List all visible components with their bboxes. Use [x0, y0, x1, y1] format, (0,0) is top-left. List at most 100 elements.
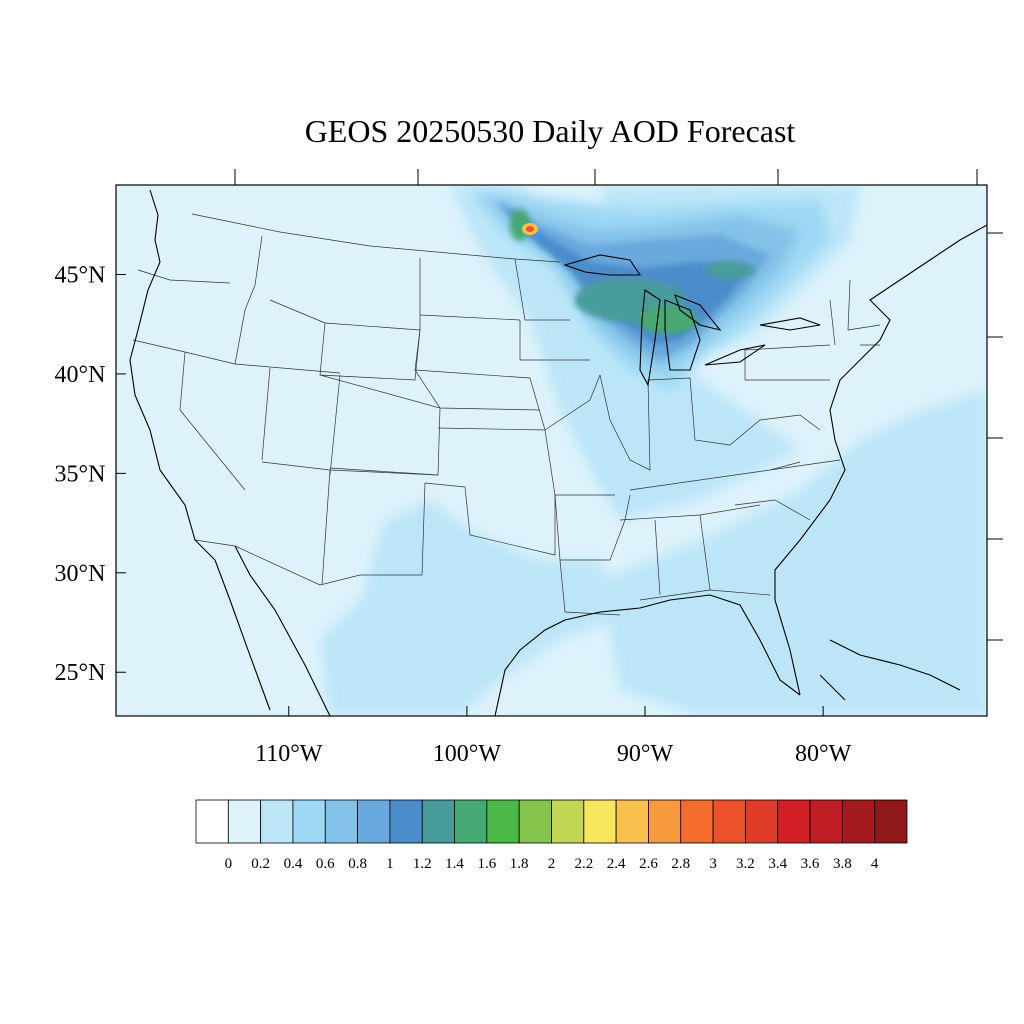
- mn-east-border: [514, 258, 570, 321]
- colorbar-label: 0.4: [284, 856, 303, 872]
- northern-border: [191, 213, 561, 263]
- colorbar: 0 0.2 0.4 0.6 0.8 1 1.2 1.4 1.6 1.8 2 2.2 2.4 2.6 2.8 3…: [195, 799, 908, 872]
- colorbar-label: 3.6: [801, 856, 820, 872]
- colorbar-label: 1.8: [510, 856, 529, 872]
- colorbar-label: 3: [709, 856, 717, 872]
- ks-ok-border: [437, 427, 546, 431]
- coastlines: [129, 189, 987, 716]
- nd-sd-border: [419, 314, 521, 321]
- colorbar-swatch: [389, 799, 423, 844]
- colorbar-label: 0: [225, 856, 233, 872]
- al-ga-border: [699, 514, 711, 591]
- lat-tick-label: 40°N: [55, 362, 106, 388]
- colorbar-label: 1: [386, 856, 394, 872]
- la-border: [559, 559, 621, 616]
- great-lakes: [563, 254, 821, 387]
- lon-tick-label: 110°W: [255, 741, 323, 767]
- colorbar-swatch: [745, 799, 779, 844]
- colorbar-label: 0.6: [316, 856, 335, 872]
- baja-gulf-coast: [234, 545, 331, 716]
- colorbar-label: 3.8: [833, 856, 852, 872]
- sc-nc-border: [734, 499, 811, 521]
- state-boundaries: [132, 213, 881, 616]
- il-in-line: [599, 374, 651, 471]
- colorbar-label: 4: [871, 856, 879, 872]
- ut-co-border: [329, 374, 341, 476]
- id-west-border: [234, 235, 263, 365]
- nv-ca-border: [179, 351, 246, 491]
- colorbar-swatch: [324, 799, 358, 844]
- caribbean-islands: [819, 639, 961, 701]
- colorbar-swatch: [551, 799, 585, 844]
- aod-peak: [526, 226, 534, 232]
- id-ut-border: [234, 363, 341, 374]
- lon-tick-label: 80°W: [795, 741, 852, 767]
- pacific-coast: [129, 189, 271, 711]
- lat-tick-label: 35°N: [55, 461, 106, 487]
- lat-tick-label: 25°N: [55, 660, 106, 686]
- ok-tx-border: [424, 482, 556, 556]
- co-box: [319, 374, 441, 476]
- colorbar-swatch: [809, 799, 843, 844]
- colorbar-label: 2.6: [639, 856, 658, 872]
- ga-fl-border: [639, 589, 771, 601]
- aod-level-16: [638, 306, 698, 334]
- colorbar-swatch: [777, 799, 811, 844]
- colorbar-label: 2.4: [607, 856, 626, 872]
- colorbar-label: 1.6: [477, 856, 496, 872]
- lat-ticks: 45°N 40°N 35°N 30°N 25°N: [55, 232, 1003, 686]
- in-oh-line: [647, 377, 731, 446]
- ia-mo-border: [529, 374, 601, 431]
- lat-tick-label: 30°N: [55, 561, 106, 587]
- colorbar-label: 2.8: [671, 856, 690, 872]
- map-frame: [115, 184, 988, 717]
- lon-ticks: 110°W 100°W 90°W 80°W: [234, 169, 978, 767]
- colorbar-swatch: [841, 799, 876, 844]
- sd-ne-border: [414, 369, 531, 379]
- az-nm-border: [321, 469, 331, 586]
- colorbar-label: 1.4: [445, 856, 464, 872]
- colorbar-swatch: [518, 799, 552, 844]
- wy-box: [319, 322, 421, 381]
- colorbar-swatch: [421, 799, 455, 844]
- colorbar-swatch: [615, 799, 649, 844]
- colorbar-swatch: [583, 799, 617, 844]
- lon-tick-label: 100°W: [433, 741, 502, 767]
- ms-al-border: [654, 519, 661, 596]
- wv-va-line: [729, 414, 821, 446]
- lon-tick-label: 90°W: [617, 741, 674, 767]
- gulf-coast: [564, 594, 801, 696]
- colorbar-swatch: [680, 799, 714, 844]
- michigan-peninsula: [664, 299, 701, 371]
- aod-level-14-east: [705, 261, 755, 279]
- ia-mn-border: [519, 320, 590, 361]
- colorbar-swatch: [227, 799, 262, 844]
- colorbar-label: 2.2: [574, 856, 593, 872]
- colorbar-label: 2: [548, 856, 556, 872]
- colorbar-swatch: [712, 799, 746, 844]
- map-panel: [116, 185, 987, 716]
- aod-plume-texas: [320, 500, 620, 716]
- nv-ut-border: [261, 367, 271, 461]
- map-title: GEOS 20250530 Daily AOD Forecast: [305, 113, 796, 149]
- colorbar-swatch: [260, 799, 294, 844]
- colorbar-swatch: [874, 799, 908, 844]
- colorbar-label: 1.2: [413, 856, 432, 872]
- colorbar-label: 3.4: [768, 856, 787, 872]
- colorbar-swatch: [648, 799, 682, 844]
- colorbar-label: 0.8: [348, 856, 367, 872]
- nm-tx-border: [360, 482, 426, 576]
- colorbar-label: 0.2: [251, 856, 270, 872]
- new-england-lines: [829, 279, 881, 346]
- pa-ny-border: [744, 344, 831, 380]
- colorbar-swatch: [292, 799, 326, 844]
- colorbar-swatch: [454, 799, 488, 844]
- lat-tick-label: 45°N: [55, 262, 106, 288]
- mexico-gulf-coast: [494, 619, 566, 716]
- atlantic-coast: [774, 224, 987, 696]
- va-nc-border: [769, 459, 841, 471]
- colorbar-swatch: [357, 799, 391, 844]
- az-mexico-border: [194, 539, 361, 586]
- colorbar-swatch: [486, 799, 520, 844]
